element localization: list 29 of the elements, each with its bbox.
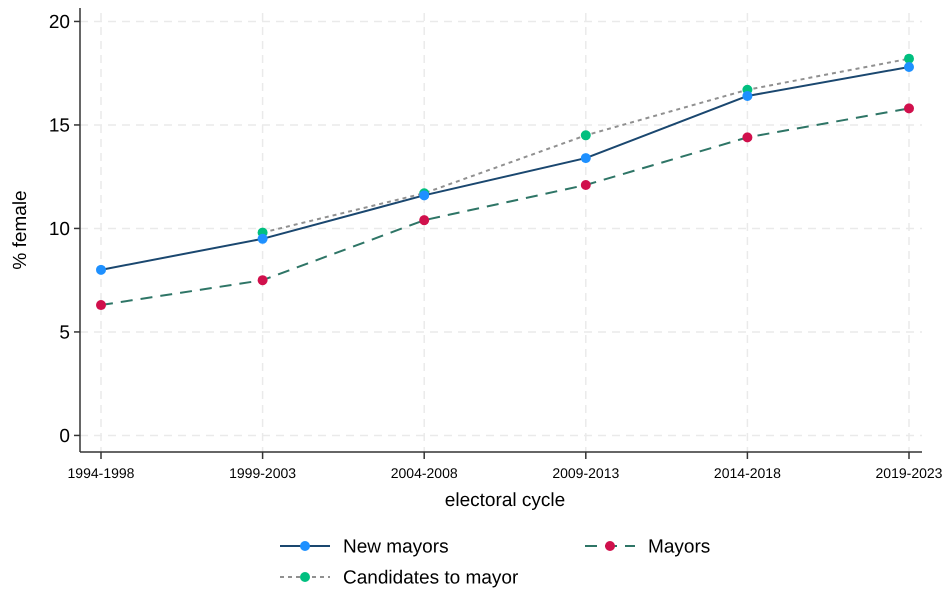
point — [96, 264, 106, 275]
legend-label: Mayors — [648, 536, 710, 558]
point — [742, 90, 752, 101]
y-tick-label: 10 — [48, 219, 70, 240]
point — [742, 132, 752, 142]
point — [258, 234, 268, 244]
y-tick-label: 0 — [59, 426, 70, 448]
y-tick-label: 20 — [48, 12, 70, 34]
y-axis-title: % female — [10, 190, 31, 270]
point — [96, 300, 106, 310]
legend-label: New mayors — [343, 536, 449, 558]
point — [580, 130, 591, 140]
point — [904, 103, 914, 114]
x-tick-label: 1999-2003 — [229, 465, 296, 481]
legend-label: Candidates to mayor — [343, 568, 519, 589]
point — [904, 62, 914, 72]
point — [258, 275, 268, 286]
x-tick-label: 2004-2008 — [390, 465, 458, 481]
x-tick-label: 2014-2018 — [714, 465, 782, 481]
x-axis-title: electoral cycle — [444, 490, 566, 511]
point — [419, 215, 430, 226]
x-tick-label: 2019-2023 — [876, 465, 943, 481]
point — [904, 54, 914, 64]
y-tick-label: 5 — [59, 322, 70, 344]
x-tick-label: 2009-2013 — [552, 465, 620, 481]
y-tick-label: 15 — [48, 116, 70, 137]
point — [580, 180, 591, 190]
x-tick-label: 1994-1998 — [68, 465, 135, 481]
point — [580, 153, 591, 164]
